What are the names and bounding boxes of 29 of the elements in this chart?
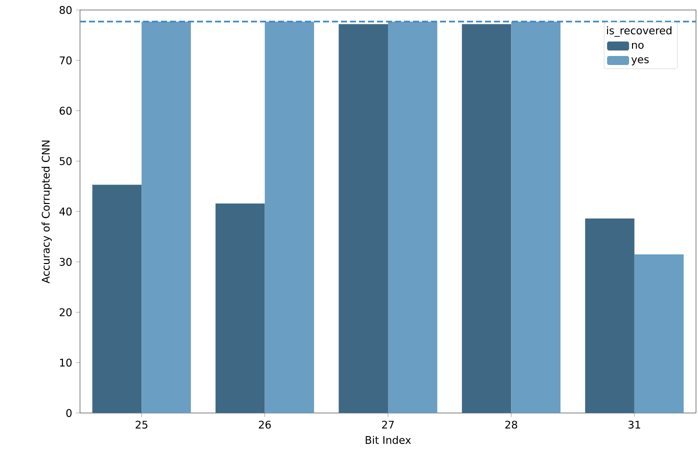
bar <box>634 254 684 413</box>
bar <box>462 24 512 413</box>
x-tick-label: 25 <box>136 420 148 429</box>
bar <box>216 203 265 413</box>
y-tick-label: 80 <box>60 6 72 14</box>
x-tick-label: 27 <box>382 420 394 428</box>
legend-title: is_recovered <box>607 26 672 37</box>
y-axis-title: Accuracy of Corrupted CNN <box>42 140 52 284</box>
bar <box>338 24 388 413</box>
y-tick-label: 40 <box>59 208 72 216</box>
bar <box>142 22 191 413</box>
x-tick-label: 28 <box>505 420 518 429</box>
legend-label: yes <box>631 57 649 66</box>
y-tick-label: 30 <box>60 258 72 266</box>
bar <box>585 218 634 413</box>
y-tick-label: 0 <box>66 409 72 417</box>
y-tick-label: 50 <box>60 157 72 166</box>
bar <box>388 22 438 413</box>
bar <box>92 184 142 413</box>
bar <box>264 22 314 413</box>
x-tick-label: 31 <box>628 420 640 429</box>
legend-label: no <box>632 42 644 49</box>
y-tick-label: 60 <box>60 106 72 115</box>
x-tick-label: 26 <box>258 420 271 429</box>
y-tick-label: 10 <box>60 358 72 367</box>
x-axis-title: Bit Index <box>366 436 411 444</box>
y-tick-label: 70 <box>60 56 72 64</box>
y-tick-label: 20 <box>60 308 72 316</box>
bar <box>511 22 560 413</box>
